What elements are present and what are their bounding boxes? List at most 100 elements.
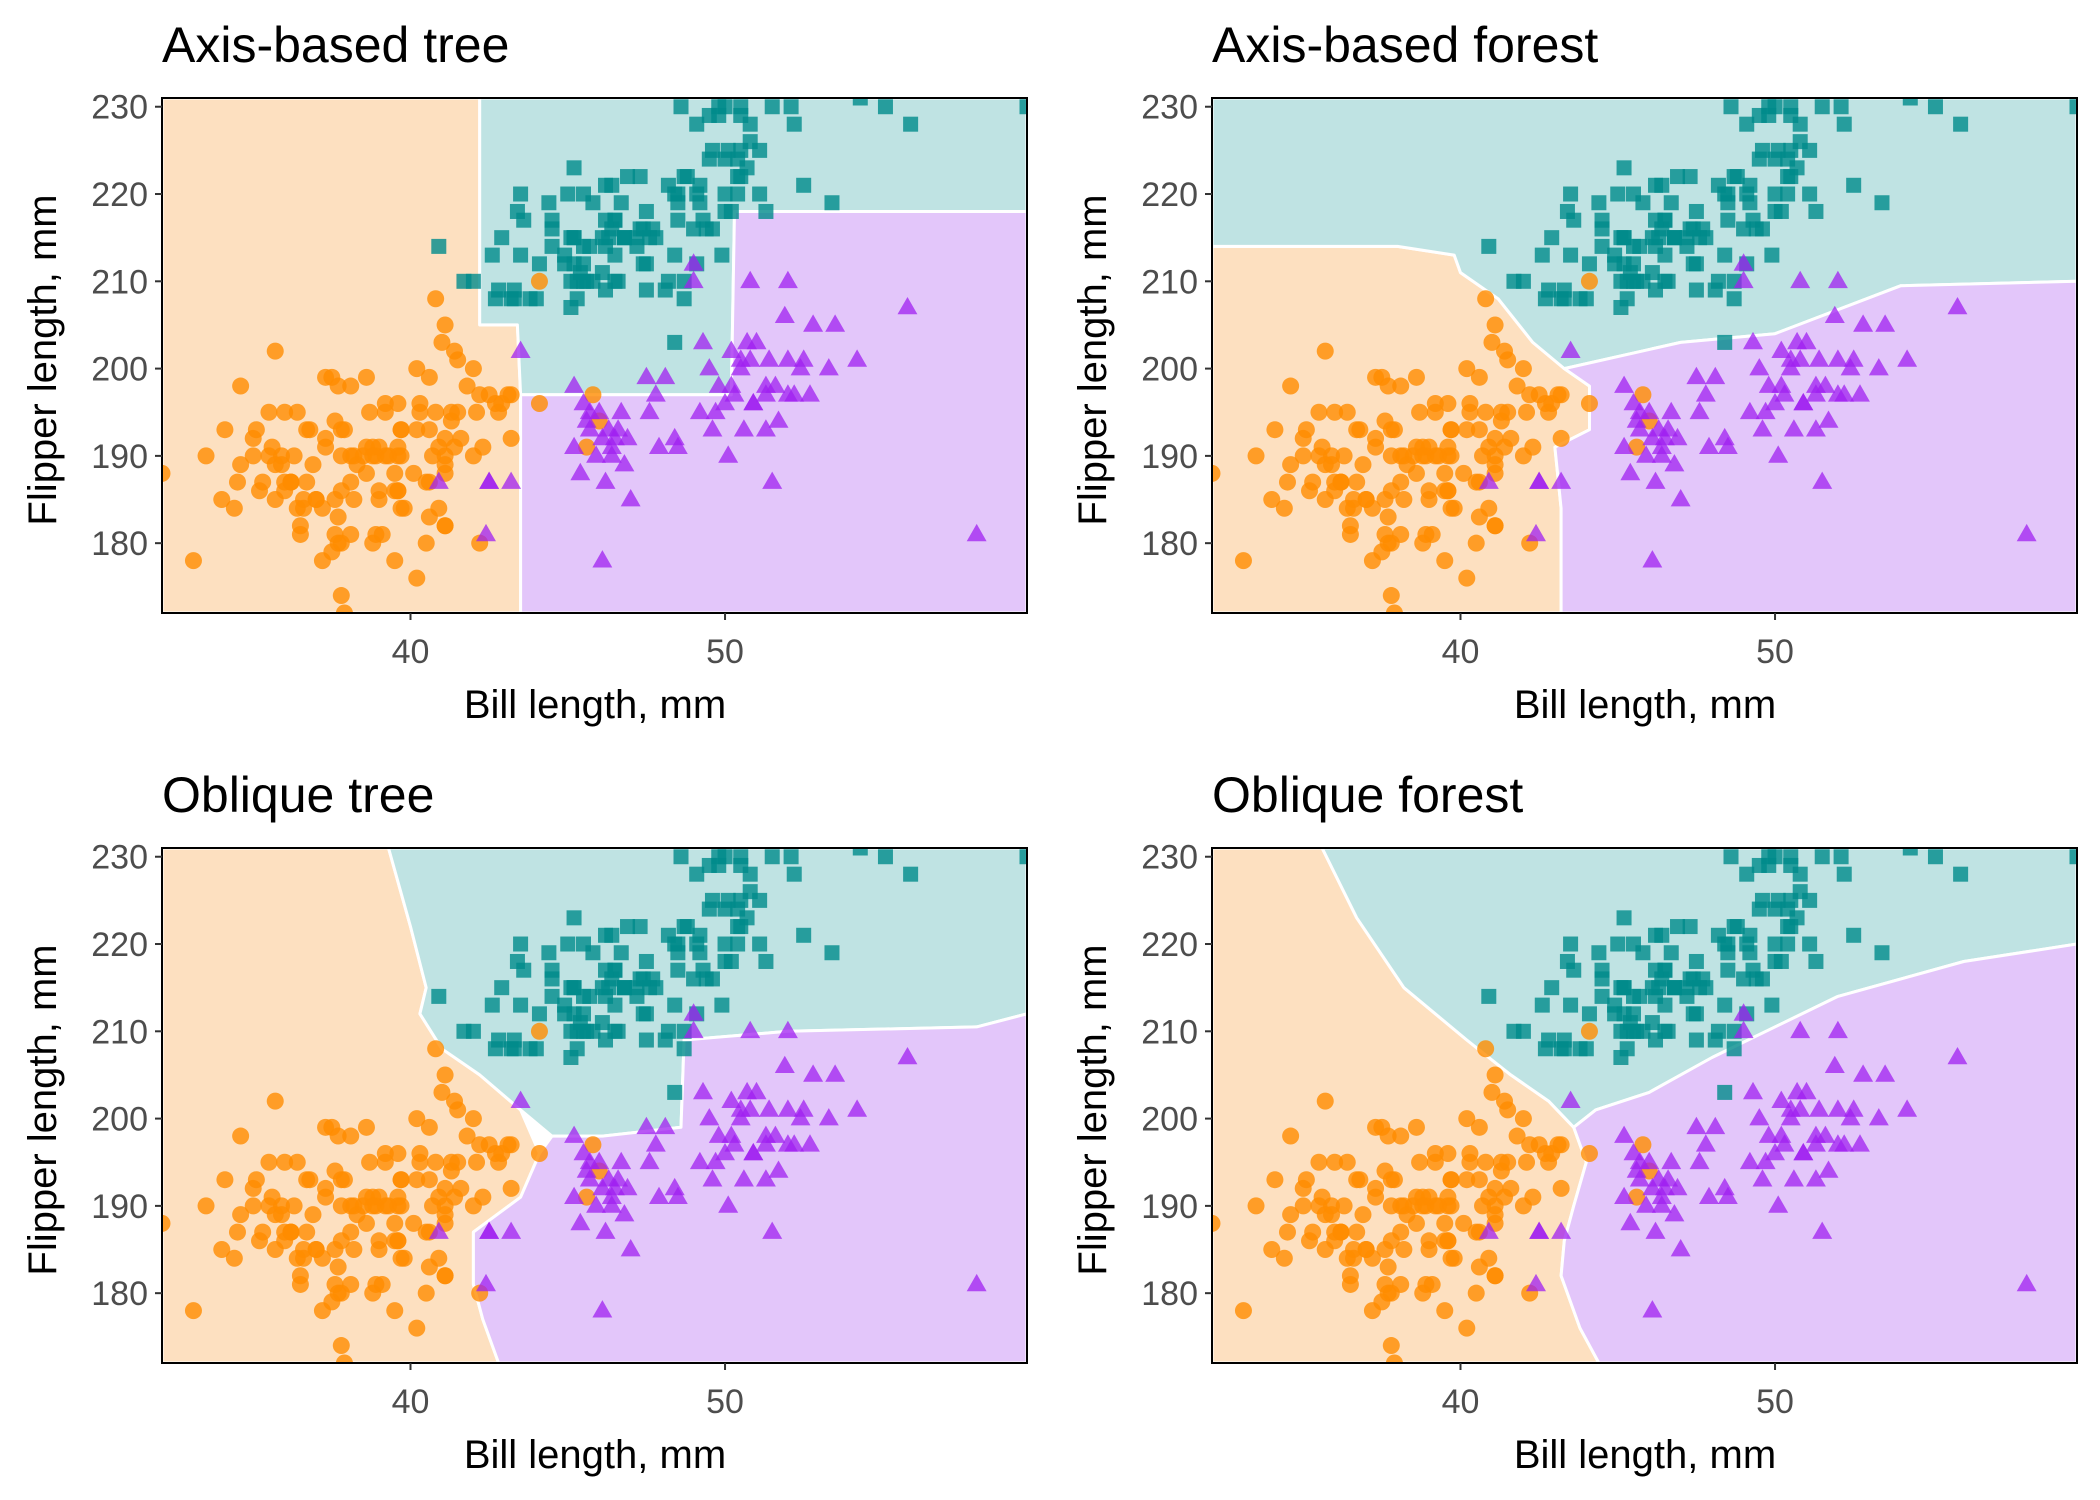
y-tick-label: 220 — [1141, 176, 1198, 214]
chinstrap-point — [1828, 1020, 1848, 1039]
adelie-point — [464, 360, 482, 378]
gentoo-point — [513, 247, 529, 263]
adelie-point — [184, 1302, 202, 1320]
gentoo-point — [1534, 997, 1550, 1013]
chinstrap-point — [1834, 1134, 1855, 1152]
chinstrap-point — [576, 1160, 597, 1178]
gentoo-point — [566, 980, 582, 996]
adelie-point — [389, 395, 407, 413]
adelie-point — [449, 351, 467, 369]
adelie-point — [1294, 447, 1312, 465]
adelie-point — [376, 447, 394, 465]
gentoo-point — [1688, 282, 1704, 298]
gentoo-point — [1670, 169, 1686, 185]
gentoo-point — [604, 177, 620, 193]
y-tick-label: 210 — [1141, 1013, 1198, 1051]
adelie-point — [1316, 491, 1334, 509]
adelie-point — [436, 1197, 454, 1215]
chinstrap-point — [1478, 1221, 1499, 1239]
chinstrap-point — [1743, 1081, 1763, 1100]
adelie-point — [376, 395, 394, 413]
gentoo-point — [1707, 282, 1723, 298]
gentoo-point — [638, 203, 654, 219]
adelie-point — [326, 525, 344, 543]
gentoo-point — [484, 247, 500, 263]
panel-axis-based-forest: Axis-based forest Bill length, mm Flippe… — [1071, 17, 2078, 727]
chinstrap-point — [1689, 401, 1710, 420]
chinstrap-point — [1897, 349, 1918, 367]
adelie-point — [1316, 1092, 1334, 1110]
gentoo-point — [667, 247, 683, 263]
gentoo-point — [689, 866, 705, 882]
adelie-point — [1373, 1293, 1391, 1311]
chinstrap-point — [1828, 349, 1848, 367]
gentoo-point — [1783, 99, 1799, 115]
adelie-point — [1382, 1197, 1400, 1215]
chinstrap-point — [1749, 1108, 1770, 1126]
chinstrap-point — [1670, 1239, 1691, 1257]
gentoo-point — [1685, 221, 1701, 237]
chinstrap-point — [1758, 1125, 1779, 1143]
chinstrap-point — [1686, 366, 1707, 385]
adelie-point — [420, 368, 438, 386]
adelie-point — [486, 395, 504, 413]
chinstrap-point — [724, 384, 745, 402]
adelie-point — [1536, 1145, 1554, 1163]
chinstrap-point — [1824, 1055, 1845, 1073]
chinstrap-point — [611, 1151, 632, 1170]
gentoo-point — [698, 971, 714, 987]
chinstrap-point — [683, 1020, 704, 1039]
adelie-point — [266, 1092, 284, 1110]
adelie-point — [251, 482, 269, 500]
adelie-point — [332, 421, 350, 439]
chinstrap-point — [1670, 489, 1691, 507]
adelie-point — [1486, 447, 1504, 465]
chinstrap-point — [1809, 1099, 1829, 1117]
adelie-point — [1367, 1179, 1385, 1197]
chinstrap-point — [639, 401, 660, 420]
gentoo-point — [487, 291, 503, 307]
gentoo-point — [610, 273, 626, 289]
adelie-point — [1470, 1118, 1488, 1136]
chinstrap-point — [724, 1134, 745, 1152]
chinstrap-point — [1642, 427, 1663, 446]
adelie-point — [1467, 534, 1485, 552]
chinstrap-point — [564, 375, 584, 393]
chinstrap-point — [564, 1186, 584, 1204]
adelie-point — [1442, 499, 1460, 517]
chinstrap-point — [737, 1081, 757, 1100]
chinstrap-point — [1828, 270, 1848, 289]
adelie-point — [458, 1127, 476, 1145]
plot-area — [1212, 848, 2077, 1363]
y-tick-label: 220 — [91, 176, 148, 214]
adelie-point — [1477, 290, 1495, 308]
adelie-point — [1301, 1232, 1319, 1250]
adelie-point — [1518, 403, 1536, 421]
chinstrap-point — [1758, 375, 1779, 393]
chinstrap-point — [564, 1125, 584, 1143]
panel-border — [1211, 97, 2078, 614]
x-axis-title: Bill length, mm — [464, 683, 726, 727]
adelie-point — [420, 421, 438, 439]
gentoo-point — [616, 980, 632, 996]
chinstrap-point — [721, 1125, 742, 1143]
gentoo-point — [1739, 116, 1755, 132]
adelie-point — [361, 403, 379, 421]
chinstrap-point — [564, 436, 584, 454]
chinstrap-point — [1620, 462, 1641, 481]
adelie-point — [1385, 604, 1403, 613]
adelie-point — [323, 1293, 341, 1311]
chinstrap-point — [614, 454, 635, 472]
adelie-point — [1348, 473, 1366, 491]
adelie-point — [1474, 1197, 1492, 1215]
chinstrap-point — [501, 1221, 522, 1239]
chinstrap-point — [1620, 1212, 1641, 1231]
adelie-point — [449, 403, 467, 421]
gentoo-point — [1751, 901, 1767, 917]
chinstrap-point — [1783, 1169, 1804, 1187]
gentoo-point — [1594, 988, 1610, 1004]
chinstrap-point — [683, 1003, 704, 1021]
adelie-point — [584, 386, 602, 404]
gentoo-point — [1616, 910, 1632, 926]
adelie-point — [1376, 1241, 1394, 1259]
